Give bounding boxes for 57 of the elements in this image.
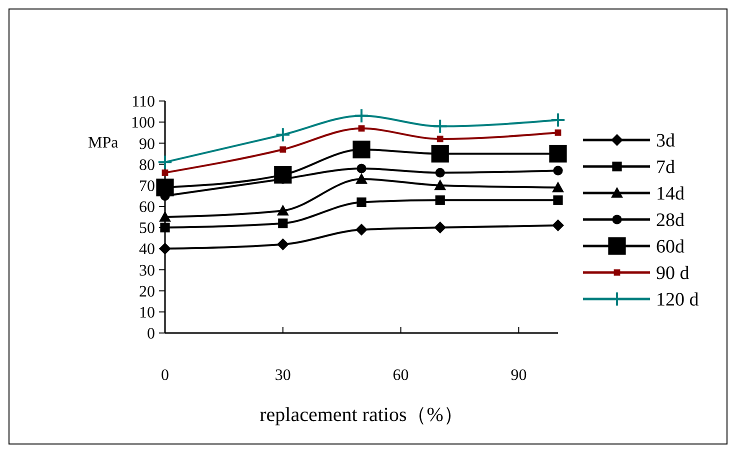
legend-label: 120 d bbox=[656, 290, 700, 311]
x-tick-label: 30 bbox=[274, 367, 291, 384]
point bbox=[554, 129, 562, 136]
point bbox=[162, 170, 168, 176]
point bbox=[552, 219, 564, 232]
point bbox=[552, 181, 564, 192]
legend-label: 28d bbox=[656, 210, 685, 232]
point bbox=[432, 118, 448, 134]
point bbox=[159, 242, 171, 255]
y-tick-label: 0 bbox=[147, 326, 155, 343]
y-tick-label: 100 bbox=[131, 114, 155, 132]
y-tick-label: 90 bbox=[139, 136, 155, 153]
x-tick-label: 0 bbox=[161, 367, 169, 384]
point bbox=[431, 144, 449, 163]
point bbox=[435, 195, 445, 205]
point bbox=[553, 166, 563, 176]
point bbox=[278, 218, 288, 228]
point bbox=[276, 238, 289, 250]
point bbox=[354, 108, 370, 124]
y-tick-label: 110 bbox=[132, 94, 155, 111]
point bbox=[157, 154, 173, 170]
point bbox=[274, 166, 292, 184]
point bbox=[156, 178, 174, 196]
point bbox=[356, 173, 368, 184]
point bbox=[356, 164, 366, 174]
legend-label: 3d bbox=[656, 130, 676, 152]
y-tick-label: 80 bbox=[139, 156, 155, 174]
point bbox=[434, 179, 446, 190]
point bbox=[352, 140, 370, 158]
legend-label: 7d bbox=[656, 157, 676, 178]
x-tick-label: 90 bbox=[510, 367, 527, 384]
legend-label: 60d bbox=[656, 236, 685, 258]
y-tick-label: 20 bbox=[139, 283, 155, 300]
point bbox=[434, 222, 446, 234]
point bbox=[280, 146, 286, 153]
point bbox=[358, 125, 365, 132]
point bbox=[435, 168, 445, 178]
y-tick-label: 40 bbox=[139, 241, 155, 258]
legend-label: 90 d bbox=[656, 263, 690, 284]
point bbox=[550, 112, 566, 128]
point bbox=[276, 204, 289, 216]
point bbox=[356, 224, 368, 236]
point bbox=[553, 195, 563, 205]
point bbox=[436, 136, 444, 142]
point bbox=[356, 197, 366, 208]
y-tick-label: 50 bbox=[139, 220, 155, 238]
point bbox=[549, 144, 567, 163]
y-tick-label: 30 bbox=[139, 262, 155, 280]
y-tick-label: 10 bbox=[139, 304, 155, 322]
y-tick-label: 70 bbox=[139, 178, 155, 195]
y-tick-label: 60 bbox=[139, 199, 155, 216]
point bbox=[159, 211, 171, 222]
point bbox=[275, 127, 290, 142]
x-tick-label: 60 bbox=[392, 367, 409, 384]
legend-label: 14d bbox=[656, 184, 685, 205]
y-axis-title: MPa bbox=[88, 134, 118, 152]
x-axis-title: replacement ratios（%） bbox=[260, 404, 464, 426]
